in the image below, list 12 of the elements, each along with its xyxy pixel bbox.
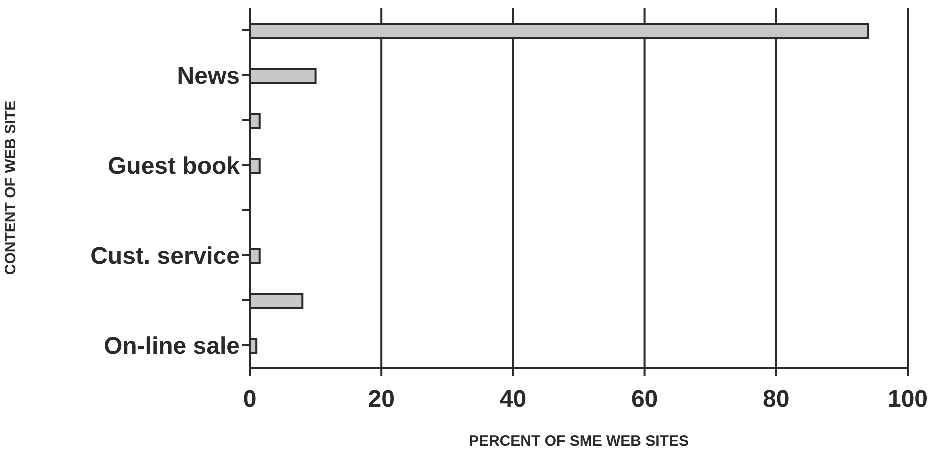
y-tick-label: Guest book [108, 153, 241, 180]
x-tick-label: 100 [888, 386, 928, 414]
y-tick-label: Cust. service [90, 243, 240, 270]
x-tick-label: 40 [500, 386, 527, 414]
x-tick-label: 0 [243, 386, 257, 414]
y-tick-label: On-line sale [104, 333, 240, 360]
x-tick-label: 60 [631, 386, 658, 414]
x-tick-label: 20 [368, 386, 395, 414]
y-tick-label: News [177, 63, 240, 90]
y-axis-title: CONTENT OF WEB SITE [2, 100, 20, 276]
x-axis-title: PERCENT OF SME WEB SITES [468, 433, 690, 450]
x-tick-label: 80 [763, 386, 790, 414]
